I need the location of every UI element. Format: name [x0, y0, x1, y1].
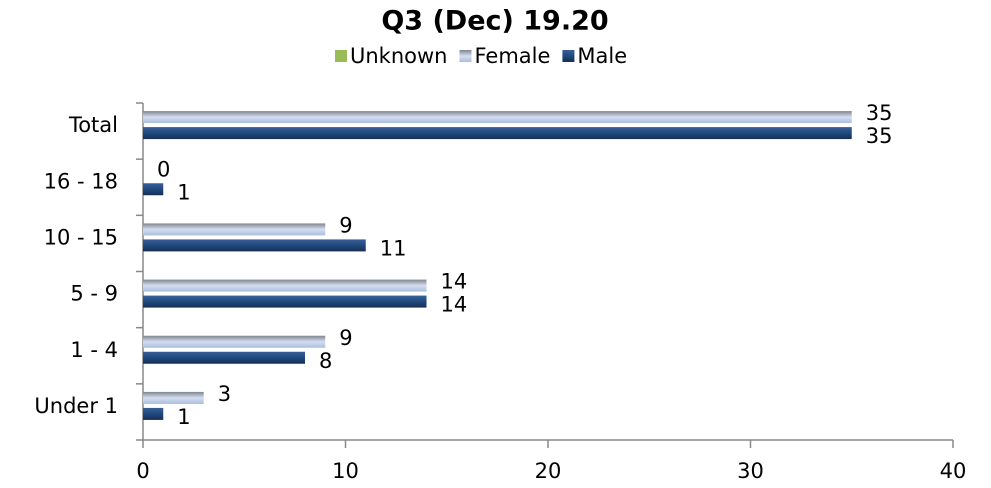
y-tick-label: Total: [68, 113, 118, 137]
legend-label: Female: [474, 44, 550, 68]
data-label: 35: [866, 101, 893, 125]
bar: [143, 223, 326, 236]
data-label: 9: [339, 326, 352, 350]
chart-title: Q3 (Dec) 19.20: [381, 6, 608, 37]
bar: [143, 279, 427, 292]
bar: [143, 111, 852, 124]
bar: [143, 351, 305, 364]
y-tick-label: 5 - 9: [70, 282, 118, 306]
legend-swatch: [459, 50, 472, 62]
legend-swatch: [562, 50, 575, 62]
data-label: 9: [339, 213, 352, 237]
y-tick-label: Under 1: [34, 394, 118, 418]
x-tick-label: 40: [940, 459, 967, 483]
legend-swatch: [335, 50, 347, 62]
y-tick-label: 1 - 4: [70, 338, 118, 362]
data-label: 11: [380, 236, 407, 260]
data-label: 14: [441, 270, 468, 294]
x-tick-label: 10: [332, 459, 359, 483]
data-label: 35: [866, 124, 893, 148]
x-tick-label: 20: [535, 459, 562, 483]
data-label: 0: [157, 157, 170, 181]
bar: [143, 295, 427, 308]
bar: [143, 335, 326, 348]
x-tick-label: 30: [737, 459, 764, 483]
y-tick-label: 10 - 15: [44, 225, 118, 249]
x-tick-label: 0: [136, 459, 149, 483]
y-tick-label: 16 - 18: [44, 169, 118, 193]
data-label: 1: [177, 180, 190, 204]
bar: [143, 391, 204, 404]
bar: [143, 407, 164, 420]
legend-label: Unknown: [350, 44, 447, 68]
data-label: 1: [177, 405, 190, 429]
bar: [143, 239, 366, 252]
data-label: 8: [319, 349, 332, 373]
data-label: 14: [441, 293, 468, 317]
legend-label: Male: [577, 44, 627, 68]
bar: [143, 183, 164, 196]
data-label: 3: [218, 382, 231, 406]
bar: [143, 127, 852, 140]
